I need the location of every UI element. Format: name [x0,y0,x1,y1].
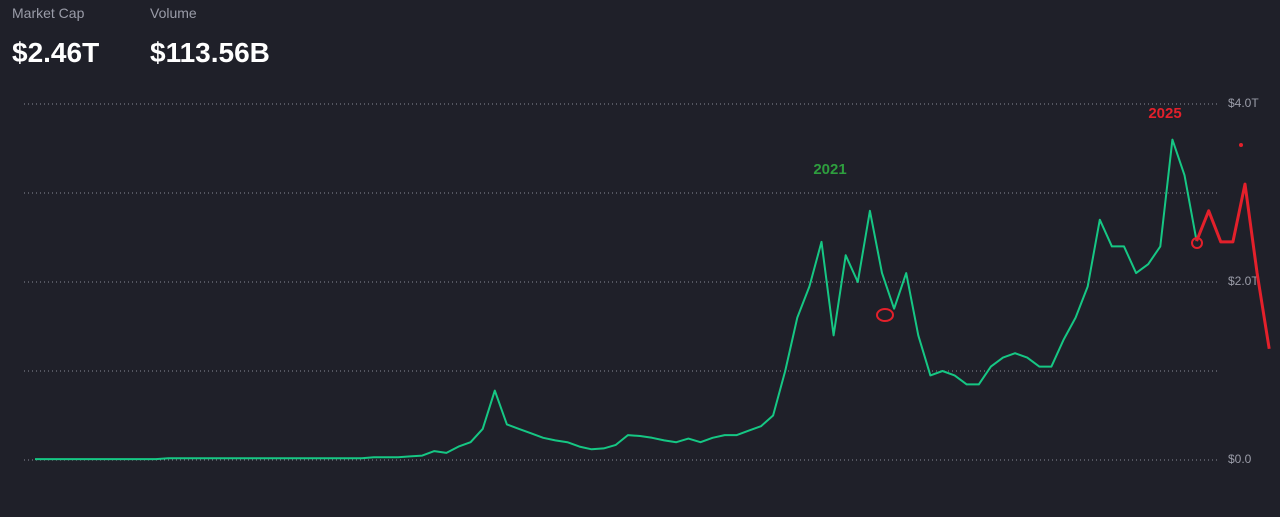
stat-label: Market Cap [12,5,85,21]
y-tick-label: $2.0T [1228,274,1259,288]
highlight-circle [1191,237,1203,249]
highlight-circle [876,308,894,322]
y-tick-label: $4.0T [1228,96,1259,110]
line-series [1195,182,1271,350]
stat-value: $113.56B [150,37,270,68]
dot [1239,143,1243,147]
annotation: 2021 [813,161,846,178]
grid: $0.0 $2.0T $4.0T [24,96,1259,466]
stat-value: $2.46T [12,37,99,68]
line-series [35,138,1198,461]
y-tick-label: $0.0 [1228,452,1252,466]
annotation: 2025 [1148,105,1181,122]
plot: 2021 2025 [35,105,1271,461]
stat-label: Volume [150,5,197,21]
